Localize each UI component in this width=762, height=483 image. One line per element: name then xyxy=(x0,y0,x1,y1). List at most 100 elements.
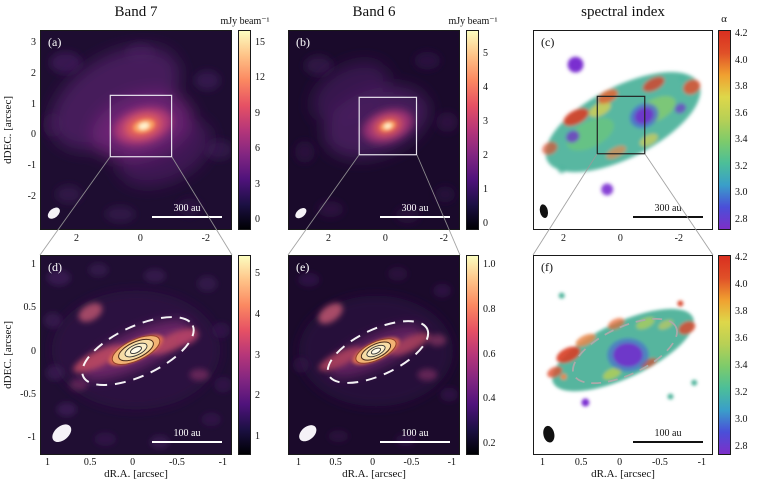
tick-label: -2 xyxy=(674,233,683,244)
tick-label: 2.8 xyxy=(735,441,748,452)
contour-lines xyxy=(111,335,161,365)
colorbar-band7-wide xyxy=(238,30,251,230)
tick-label: 4.0 xyxy=(735,279,748,290)
panel-d-label: (d) xyxy=(48,260,62,274)
tick-label: 0 xyxy=(382,233,388,244)
tick-label: 6 xyxy=(255,143,260,155)
colorbar-band6-zoom xyxy=(466,255,479,455)
zoom-box xyxy=(596,95,646,155)
ylabel-text: dDEC. [arcsec] xyxy=(2,96,14,164)
tick-label: 4 xyxy=(483,82,488,93)
panel-f-spectral-index-zoom: (f) 100 au xyxy=(533,255,713,455)
tick-label: -1 xyxy=(447,457,456,468)
zoom-box xyxy=(109,94,173,158)
colorbar-band7-zoom xyxy=(238,255,251,455)
tick-label: 3.4 xyxy=(735,134,748,146)
spectral-index-wide-map-image xyxy=(534,31,712,229)
tick-label: 0 xyxy=(31,129,36,141)
scalebar-line xyxy=(633,441,703,443)
tick-label: 3.4 xyxy=(735,360,748,371)
panel-b-cbar-ticks: 5 4 3 2 1 0 xyxy=(483,48,503,229)
tick-label: 0 xyxy=(130,457,136,468)
tick-label: 2 xyxy=(31,67,36,79)
tick-label: 3 xyxy=(255,349,260,361)
tick-label: -2 xyxy=(439,233,448,244)
panel-f-xticks: 1 0.5 0 -0.5 -1 xyxy=(540,457,706,468)
panel-a-cbar-ticks: 15 12 9 6 3 0 xyxy=(255,37,275,225)
tick-label: 1.0 xyxy=(483,259,496,270)
tick-label: 2.8 xyxy=(735,213,748,225)
panel-c-label: (c) xyxy=(541,35,555,49)
tick-label: 1 xyxy=(45,457,50,468)
panel-b-band6-wide: (b) 300 au xyxy=(288,30,460,230)
disk-ellipse-outline xyxy=(81,316,195,387)
panel-a-xticks: 2 0 -2 xyxy=(74,233,210,244)
cbar-title-band6: mJy beam⁻¹ xyxy=(448,16,498,27)
scalebar-label: 100 au xyxy=(654,428,682,439)
tick-label: 0 xyxy=(255,213,260,225)
scalebar-line xyxy=(152,441,222,443)
disk-ellipse-outline xyxy=(326,320,430,384)
tick-label: 1 xyxy=(483,184,488,195)
panel-e-label: (e) xyxy=(296,260,310,274)
tick-label: 0 xyxy=(617,457,623,468)
tick-label: 0.5 xyxy=(23,302,37,314)
tick-label: -0.5 xyxy=(403,457,420,468)
panel-d-yticks: 1 0.5 0 -0.5 -1 xyxy=(12,259,36,443)
panel-d-cbar-ticks: 5 4 3 2 1 xyxy=(255,268,275,442)
tick-label: 3 xyxy=(483,116,488,127)
tick-label: 1 xyxy=(296,457,301,468)
tick-label: -0.5 xyxy=(168,457,185,468)
scalebar-line xyxy=(633,216,703,218)
tick-label: -1 xyxy=(697,457,706,468)
panel-b-xticks: 2 0 -2 xyxy=(326,233,448,244)
panel-b-scalebar: 300 au xyxy=(380,203,450,218)
tick-label: -0.5 xyxy=(651,457,668,468)
beam-icon xyxy=(299,425,317,442)
tick-label: 12 xyxy=(255,72,265,84)
colorbar-band6-wide xyxy=(466,30,479,230)
disk-ellipse-outline xyxy=(572,318,678,385)
panel-c-scalebar: 300 au xyxy=(633,203,703,218)
tick-label: -2 xyxy=(201,233,210,244)
tick-label: -0.5 xyxy=(20,388,36,400)
tick-label: 0.5 xyxy=(83,457,97,468)
panel-e-band6-zoom: (e) 100 au xyxy=(288,255,460,455)
tick-label: 3 xyxy=(31,37,36,48)
panel-a-band7-wide: (a) 300 au xyxy=(40,30,232,230)
band7-wide-map-image xyxy=(41,31,231,229)
tick-label: 9 xyxy=(255,107,260,119)
panel-a-scalebar: 300 au xyxy=(152,203,222,218)
tick-label: 3 xyxy=(255,178,260,190)
tick-label: 4.2 xyxy=(735,252,748,263)
tick-label: 2 xyxy=(561,233,566,244)
panel-f-xlabel: dR.A. [arcsec] xyxy=(591,468,655,480)
panel-d-scalebar: 100 au xyxy=(152,428,222,443)
scalebar-label: 300 au xyxy=(401,203,429,214)
cbar-title-band7: mJy beam⁻¹ xyxy=(220,16,270,27)
tick-label: 3.8 xyxy=(735,306,748,317)
panel-e-xticks: 1 0.5 0 -0.5 -1 xyxy=(296,457,456,468)
panel-c-xticks: 2 0 -2 xyxy=(561,233,683,244)
column-title-band6: Band 6 xyxy=(352,4,396,20)
tick-label: 3.2 xyxy=(735,160,748,172)
ylabel-top-row: dDEC. [arcsec] xyxy=(1,30,15,230)
contour-lines xyxy=(355,338,397,364)
tick-label: 0 xyxy=(137,233,143,244)
tick-label: 0.5 xyxy=(574,457,588,468)
panel-e-scalebar: 100 au xyxy=(380,428,450,443)
scalebar-line xyxy=(380,216,450,218)
spectral-index-zoom-map-image xyxy=(534,256,712,454)
scalebar-label: 100 au xyxy=(401,428,429,439)
panel-a-yticks: 3 2 1 0 -1 -2 xyxy=(16,37,36,202)
tick-label: 1 xyxy=(31,259,36,270)
tick-label: 0 xyxy=(483,218,488,229)
scalebar-label: 300 au xyxy=(173,203,201,214)
scalebar-label: 100 au xyxy=(173,428,201,439)
tick-label: 3.6 xyxy=(735,333,748,344)
beam-icon xyxy=(52,424,72,442)
tick-label: 0 xyxy=(31,345,36,357)
tick-label: 0.5 xyxy=(329,457,342,468)
tick-label: 4.0 xyxy=(735,54,748,66)
panel-f-scalebar: 100 au xyxy=(633,428,703,443)
